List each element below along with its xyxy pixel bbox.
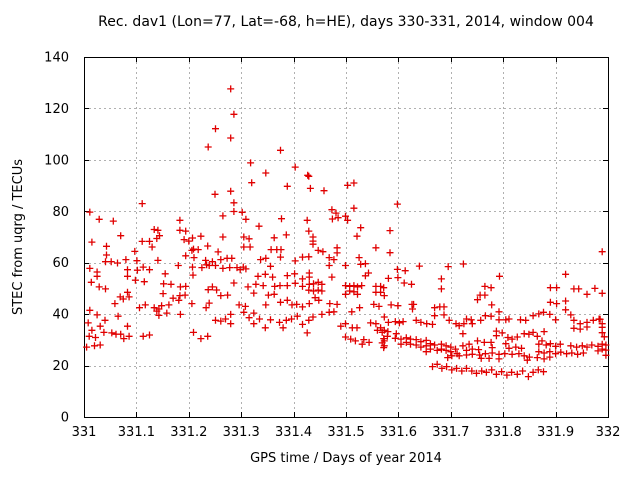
y-tick-label: 120 xyxy=(44,102,69,117)
x-tick-label: 332 xyxy=(596,425,621,440)
y-tick-label: 0 xyxy=(61,411,69,426)
y-tick-label: 140 xyxy=(44,51,69,66)
grid-lines xyxy=(84,57,608,417)
data-points xyxy=(83,85,610,381)
x-tick-label: 331.2 xyxy=(170,425,207,440)
x-tick-label: 331.7 xyxy=(432,425,469,440)
y-tick-label: 100 xyxy=(44,153,69,168)
y-tick-label: 20 xyxy=(52,359,69,374)
x-tick-label: 331 xyxy=(72,425,97,440)
x-tick-label: 331.1 xyxy=(118,425,155,440)
x-tick-label: 331.8 xyxy=(485,425,522,440)
y-tick-label: 40 xyxy=(52,308,69,323)
x-tick-label: 331.3 xyxy=(223,425,260,440)
x-tick-label: 331.6 xyxy=(380,425,417,440)
y-tick-label: 80 xyxy=(52,205,69,220)
chart-title: Rec. dav1 (Lon=77, Lat=-68, h=HE), days … xyxy=(98,14,594,30)
x-tick-label: 331.9 xyxy=(537,425,574,440)
y-axis-label: STEC from uqrg / TECUs xyxy=(11,158,26,316)
x-tick-label: 331.4 xyxy=(275,425,312,440)
y-tick-label: 60 xyxy=(52,256,69,271)
x-axis-label: GPS time / Days of year 2014 xyxy=(250,451,442,466)
tick-marks xyxy=(84,57,609,418)
x-tick-label: 331.5 xyxy=(327,425,364,440)
